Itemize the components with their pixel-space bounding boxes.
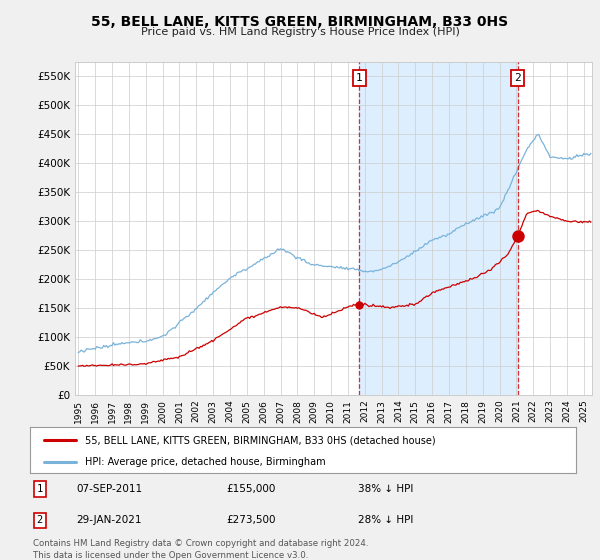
- Text: 55, BELL LANE, KITTS GREEN, BIRMINGHAM, B33 0HS (detached house): 55, BELL LANE, KITTS GREEN, BIRMINGHAM, …: [85, 435, 435, 445]
- Text: Price paid vs. HM Land Registry's House Price Index (HPI): Price paid vs. HM Land Registry's House …: [140, 27, 460, 37]
- Text: 1: 1: [356, 73, 363, 83]
- Text: 2: 2: [37, 515, 43, 525]
- Text: 38% ↓ HPI: 38% ↓ HPI: [358, 484, 413, 494]
- Text: 1: 1: [37, 484, 43, 494]
- Text: £155,000: £155,000: [227, 484, 276, 494]
- Text: 55, BELL LANE, KITTS GREEN, BIRMINGHAM, B33 0HS: 55, BELL LANE, KITTS GREEN, BIRMINGHAM, …: [91, 15, 509, 29]
- Text: 2: 2: [514, 73, 521, 83]
- Text: £273,500: £273,500: [227, 515, 276, 525]
- Text: 28% ↓ HPI: 28% ↓ HPI: [358, 515, 413, 525]
- Text: 29-JAN-2021: 29-JAN-2021: [76, 515, 142, 525]
- Text: HPI: Average price, detached house, Birmingham: HPI: Average price, detached house, Birm…: [85, 457, 325, 466]
- Bar: [359, 62, 518, 395]
- Text: Contains HM Land Registry data © Crown copyright and database right 2024.
This d: Contains HM Land Registry data © Crown c…: [33, 539, 368, 559]
- Text: 07-SEP-2011: 07-SEP-2011: [76, 484, 143, 494]
